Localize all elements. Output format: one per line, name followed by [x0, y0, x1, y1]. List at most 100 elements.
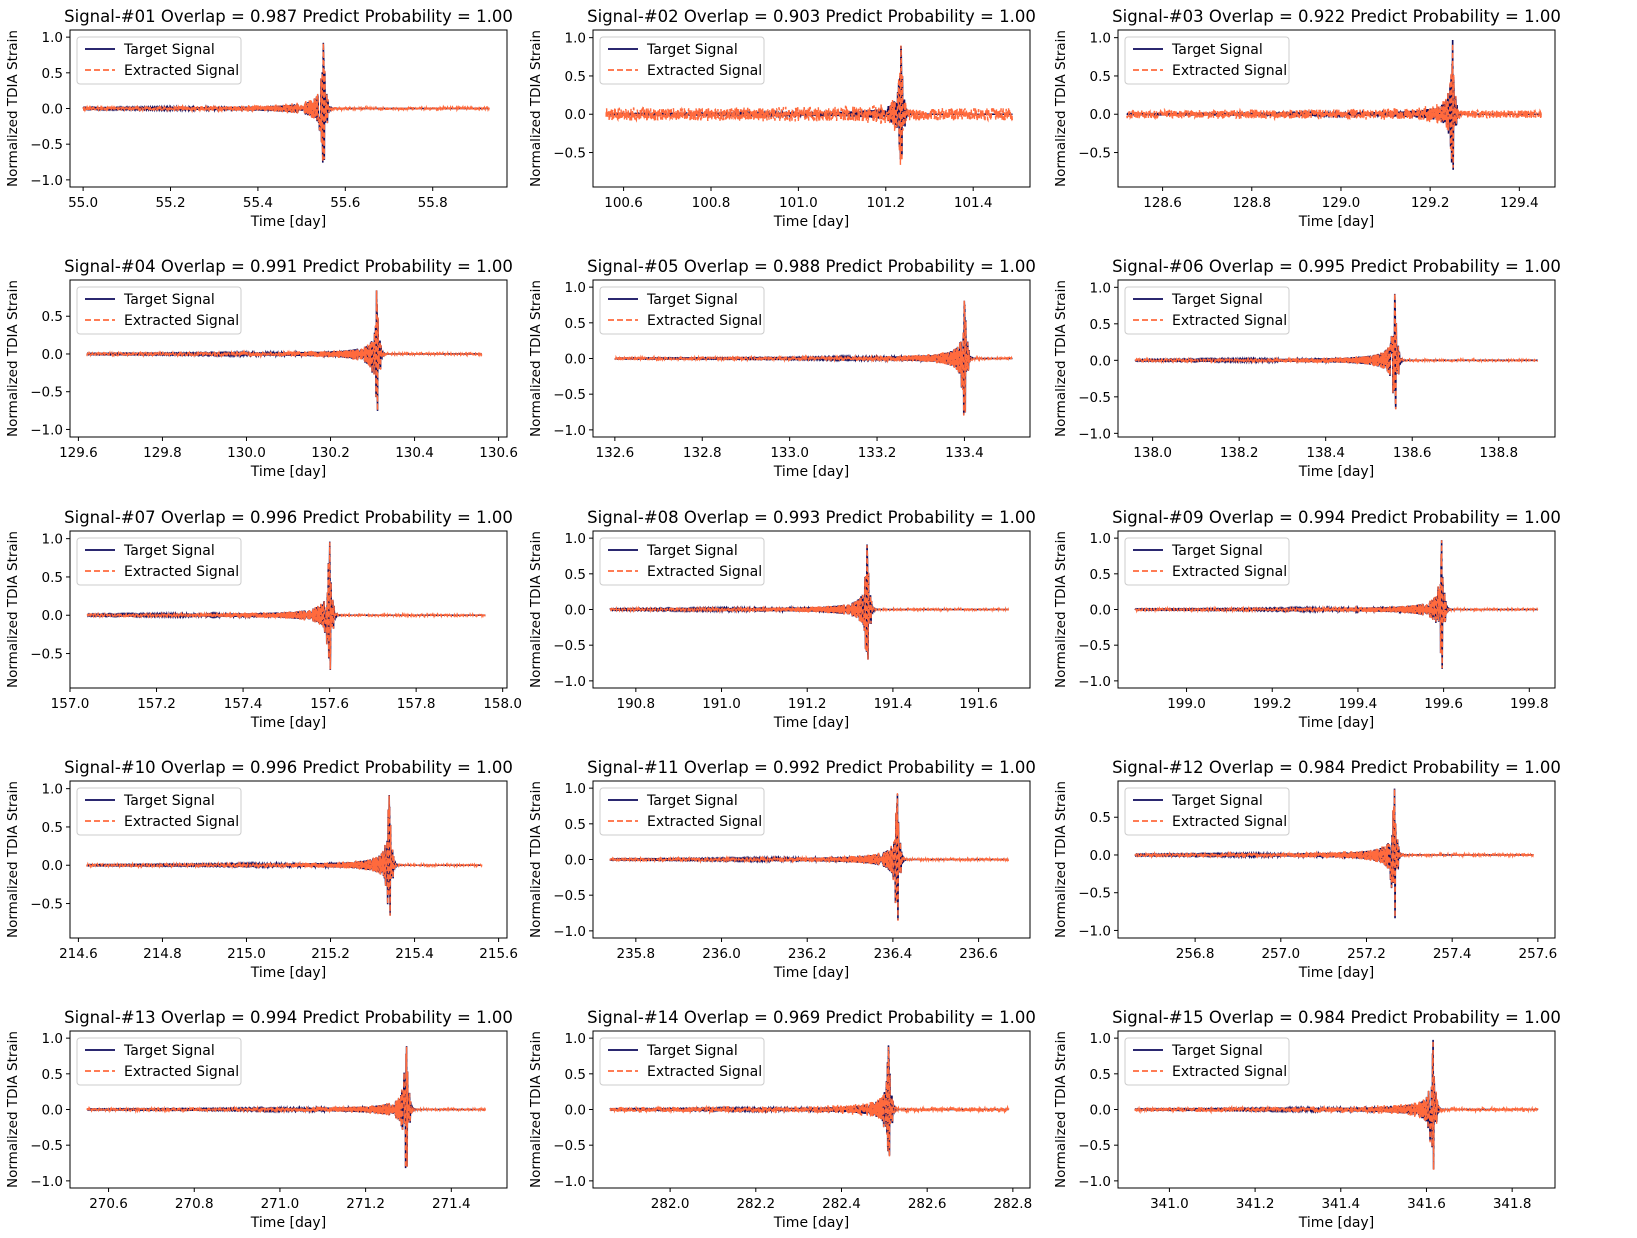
- x-tick-label: 55.6: [330, 195, 360, 211]
- legend-target-label: Target Signal: [1171, 42, 1263, 58]
- extracted-signal-line: [86, 290, 483, 411]
- x-tick-label: 157.2: [137, 696, 176, 712]
- legend-target-label: Target Signal: [123, 42, 215, 58]
- x-tick-label: 199.4: [1339, 696, 1378, 712]
- y-axis-label: Normalized TDIA Strain: [528, 1031, 544, 1188]
- axes-frame: [1117, 1030, 1556, 1189]
- x-axis-label: Time [day]: [1298, 214, 1374, 230]
- y-axis-label: Normalized TDIA Strain: [528, 30, 544, 187]
- plot-area: [86, 541, 486, 670]
- x-tick-label: 236.2: [788, 946, 827, 962]
- x-tick-label: 130.0: [227, 445, 266, 461]
- subplot-title: Signal-#11 Overlap = 0.992 Predict Proba…: [587, 758, 1036, 777]
- legend-target-label: Target Signal: [123, 1043, 215, 1059]
- x-tick-label: 129.6: [59, 445, 98, 461]
- plot-area: [609, 793, 1010, 921]
- plot-area: [1126, 39, 1543, 170]
- y-tick-label: −0.5: [553, 638, 586, 654]
- y-tick-label: −0.5: [1078, 638, 1111, 654]
- x-tick-label: 257.4: [1433, 946, 1472, 962]
- y-tick-label: 0.0: [565, 107, 586, 123]
- subplot-11: Signal-#11 Overlap = 0.992 Predict Proba…: [528, 758, 1036, 981]
- subplot-05: Signal-#05 Overlap = 0.988 Predict Proba…: [528, 257, 1036, 480]
- legend-target-label: Target Signal: [646, 42, 738, 58]
- x-tick-label: 138.8: [1479, 445, 1518, 461]
- legend: Target Signal Extracted Signal: [76, 787, 242, 836]
- subplot-06: Signal-#06 Overlap = 0.995 Predict Proba…: [1053, 257, 1561, 480]
- legend: Target Signal Extracted Signal: [599, 537, 765, 586]
- y-tick-label: 0.0: [565, 603, 586, 619]
- subplot-04: Signal-#04 Overlap = 0.991 Predict Proba…: [5, 257, 518, 480]
- subplot-03: Signal-#03 Overlap = 0.922 Predict Proba…: [1053, 7, 1561, 230]
- subplot-title: Signal-#03 Overlap = 0.922 Predict Proba…: [1112, 7, 1561, 26]
- y-tick-label: 1.0: [565, 531, 586, 547]
- y-axis-label: Normalized TDIA Strain: [5, 30, 21, 187]
- y-tick-label: −1.0: [30, 422, 63, 438]
- x-tick-label: 130.4: [395, 445, 434, 461]
- y-tick-label: 0.5: [42, 309, 63, 325]
- x-tick-label: 257.6: [1519, 946, 1558, 962]
- y-tick-label: 0.0: [42, 102, 63, 118]
- y-tick-label: 1.0: [1090, 31, 1111, 47]
- legend-box: [599, 36, 765, 85]
- legend-box: [1124, 1037, 1290, 1086]
- x-tick-label: 138.0: [1133, 445, 1172, 461]
- extracted-signal-line: [605, 45, 1014, 165]
- extracted-signal-line: [86, 542, 486, 670]
- plot-area: [86, 795, 483, 916]
- legend-box: [76, 537, 242, 586]
- extracted-signal-line: [1134, 1040, 1539, 1170]
- y-tick-label: −1.0: [553, 423, 586, 439]
- y-tick-label: 1.0: [42, 30, 63, 46]
- legend-extracted-label: Extracted Signal: [124, 63, 239, 79]
- y-tick-label: 1.0: [1090, 1031, 1111, 1047]
- x-tick-label: 271.0: [261, 1196, 300, 1212]
- x-tick-label: 129.2: [1411, 195, 1450, 211]
- legend: Target Signal Extracted Signal: [1124, 1037, 1290, 1086]
- x-tick-label: 191.6: [959, 696, 998, 712]
- y-tick-label: 1.0: [1090, 280, 1111, 296]
- x-axis-label: Time [day]: [250, 214, 326, 230]
- x-tick-label: 191.4: [874, 696, 913, 712]
- x-tick-label: 282.6: [908, 1196, 947, 1212]
- plot-area: [1134, 788, 1535, 919]
- plot-area: [1134, 293, 1539, 410]
- y-tick-label: 0.0: [565, 352, 586, 368]
- y-tick-label: −0.5: [553, 387, 586, 403]
- subplot-title: Signal-#02 Overlap = 0.903 Predict Proba…: [587, 7, 1036, 26]
- x-tick-label: 138.4: [1306, 445, 1345, 461]
- legend-box: [76, 36, 242, 85]
- y-tick-label: −0.5: [1078, 1138, 1111, 1154]
- x-tick-label: 157.0: [51, 696, 90, 712]
- legend: Target Signal Extracted Signal: [1124, 537, 1290, 586]
- y-tick-label: 0.5: [565, 1067, 586, 1083]
- legend-box: [76, 787, 242, 836]
- x-axis-label: Time [day]: [773, 965, 849, 981]
- subplot-title: Signal-#10 Overlap = 0.996 Predict Proba…: [64, 758, 513, 777]
- plot-area: [614, 300, 1014, 416]
- legend: Target Signal Extracted Signal: [599, 286, 765, 335]
- y-tick-label: −0.5: [553, 146, 586, 162]
- axes-frame: [592, 29, 1031, 188]
- extracted-signal-line: [82, 42, 491, 162]
- x-tick-label: 133.0: [770, 445, 809, 461]
- x-tick-label: 129.8: [143, 445, 182, 461]
- plot-area: [609, 544, 1010, 660]
- x-tick-label: 236.6: [959, 946, 998, 962]
- y-tick-label: 1.0: [565, 1031, 586, 1047]
- x-tick-label: 214.8: [143, 946, 182, 962]
- legend-box: [76, 286, 242, 335]
- legend-extracted-label: Extracted Signal: [1172, 814, 1287, 830]
- y-tick-label: 0.5: [42, 1067, 63, 1083]
- axes-frame: [592, 1030, 1031, 1189]
- y-tick-label: 0.5: [565, 316, 586, 332]
- x-axis-label: Time [day]: [250, 715, 326, 731]
- x-tick-label: 100.6: [604, 195, 643, 211]
- subplot-title: Signal-#13 Overlap = 0.994 Predict Proba…: [64, 1008, 513, 1027]
- x-tick-label: 130.6: [479, 445, 518, 461]
- x-tick-label: 157.4: [224, 696, 263, 712]
- x-axis-label: Time [day]: [250, 965, 326, 981]
- legend-target-label: Target Signal: [123, 292, 215, 308]
- subplot-10: Signal-#10 Overlap = 0.996 Predict Proba…: [5, 758, 518, 981]
- subplot-14: Signal-#14 Overlap = 0.969 Predict Proba…: [528, 1008, 1036, 1231]
